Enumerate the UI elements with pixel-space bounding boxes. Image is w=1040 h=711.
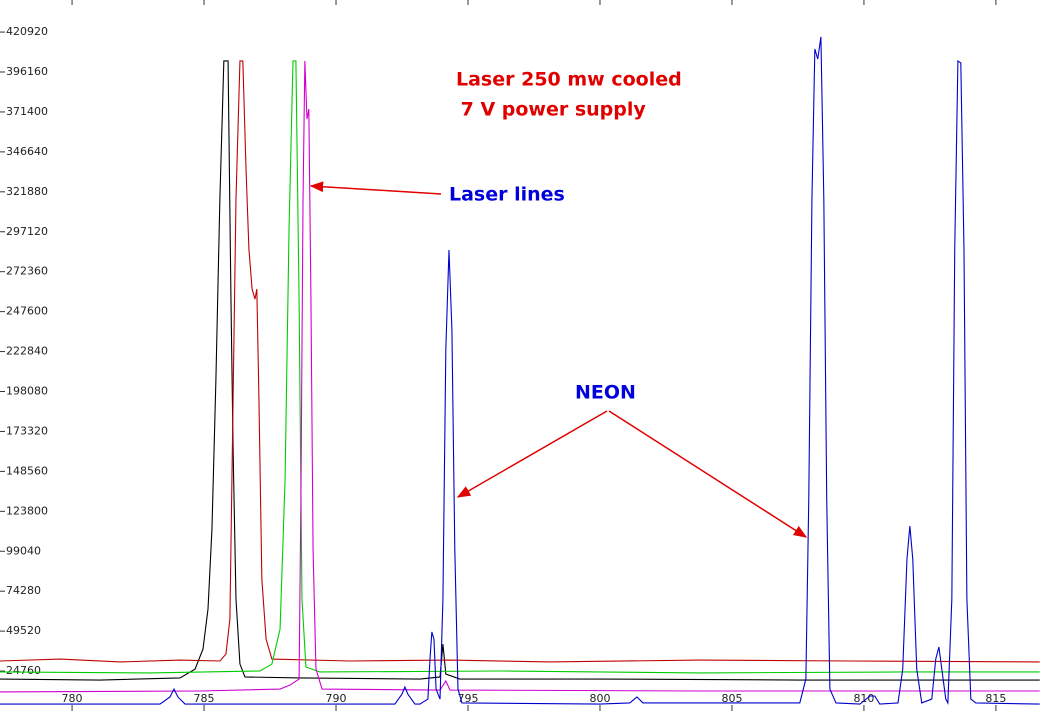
annotation: Laser lines <box>449 184 565 206</box>
y-tick-label: 371400 <box>6 105 48 118</box>
x-tick-label: 795 <box>458 692 479 705</box>
x-tick-label: 805 <box>721 692 742 705</box>
x-tick-label: 785 <box>194 692 215 705</box>
y-tick-label: 49520 <box>6 624 41 637</box>
spectrum-line <box>0 60 1040 674</box>
spectrum-line <box>0 36 1040 705</box>
y-tick-label: 297120 <box>6 225 48 238</box>
arrow <box>309 181 442 195</box>
spectrum-line <box>0 60 1040 663</box>
arrow <box>456 410 608 498</box>
annotation: NEON <box>575 382 636 404</box>
x-tick-label: 815 <box>985 692 1006 705</box>
y-tick-label: 99040 <box>6 544 41 557</box>
y-tick-label: 123800 <box>6 504 48 517</box>
y-tick-label: 173320 <box>6 424 48 437</box>
x-tick-label: 790 <box>326 692 347 705</box>
y-tick-label: 272360 <box>6 265 48 278</box>
arrow <box>608 410 808 538</box>
y-tick-label: 24760 <box>6 664 41 677</box>
plot-lines <box>0 36 1040 705</box>
x-tick-label: 810 <box>853 692 874 705</box>
axes: 24760 49520 74280 99040 123800 148560 173320 19… <box>0 0 1006 711</box>
y-tick-label: 222840 <box>6 345 48 358</box>
x-tick-label: 780 <box>62 692 83 705</box>
spectrum-line <box>0 60 1040 681</box>
y-tick-label: 396160 <box>6 65 48 78</box>
y-tick-label: 346640 <box>6 145 48 158</box>
y-tick-label: 247600 <box>6 305 48 318</box>
annotation: Laser 250 mw cooled <box>456 69 682 91</box>
annotations: Laser 250 mw cooled 7 V power supply Las… <box>309 69 808 538</box>
y-tick-label: 148560 <box>6 464 48 477</box>
y-tick-label: 198080 <box>6 385 48 398</box>
y-tick-label: 74280 <box>6 584 41 597</box>
annotation: 7 V power supply <box>454 99 646 121</box>
x-tick-label: 800 <box>589 692 610 705</box>
y-tick-label: 321880 <box>6 185 48 198</box>
spectrum-line <box>0 60 1040 693</box>
y-tick-label: 420920 <box>6 25 48 38</box>
